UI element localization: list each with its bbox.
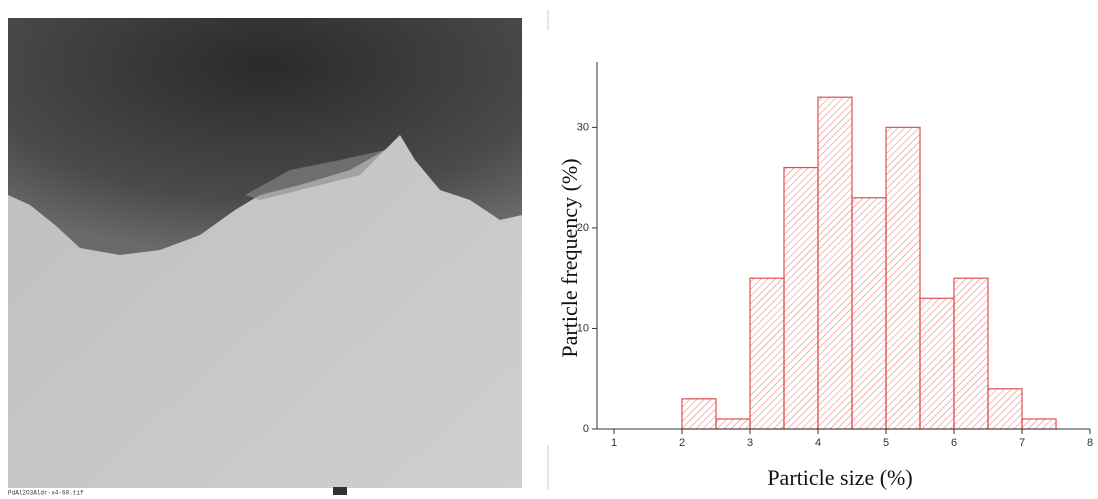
x-tick-label: 8 xyxy=(1087,437,1093,449)
histogram: 0 10 20 30 1 2 3 4 5 6 7 8 Particle size (%) Particle… xyxy=(557,62,1093,490)
x-tick-label: 1 xyxy=(611,437,617,449)
bar xyxy=(1021,418,1057,430)
x-tick-label: 4 xyxy=(815,437,821,449)
x-axis-label: Particle size (%) xyxy=(767,465,912,490)
y-tick-label: 0 xyxy=(583,423,589,435)
bar xyxy=(681,398,717,430)
x-tick-label: 3 xyxy=(747,437,753,449)
y-tick-label: 20 xyxy=(577,222,589,234)
y-tick-label: 30 xyxy=(577,121,589,133)
bar xyxy=(851,197,887,430)
x-tick-label: 6 xyxy=(951,437,957,449)
bar xyxy=(749,277,785,430)
bar xyxy=(919,297,955,430)
x-tick-label: 2 xyxy=(679,437,685,449)
y-tick-label: 10 xyxy=(577,322,589,334)
bar xyxy=(817,96,853,430)
bar xyxy=(987,388,1023,430)
y-axis-label: Particle frequency (%) xyxy=(557,158,582,357)
bar xyxy=(885,126,921,430)
x-tick-label: 5 xyxy=(883,437,889,449)
x-tick-label: 7 xyxy=(1019,437,1025,449)
bar xyxy=(953,277,989,430)
bar xyxy=(783,166,819,430)
micrograph: PdAl2O3Aldr-x4-60.tif xyxy=(8,18,522,497)
bar xyxy=(715,418,751,430)
image-caption: PdAl2O3Aldr-x4-60.tif xyxy=(8,490,84,497)
